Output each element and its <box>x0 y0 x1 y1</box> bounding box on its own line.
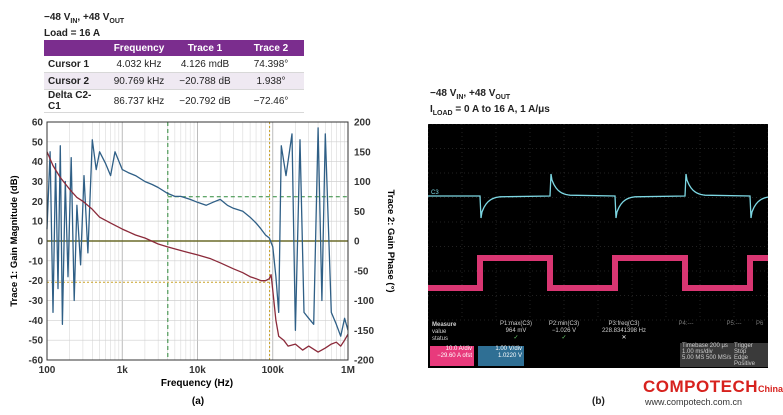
y-tick-label: 10 <box>32 217 44 228</box>
y2-axis-label: Trace 2: Gain Phase (°) <box>385 189 396 292</box>
table-row: Cursor 2 90.769 kHz −20.788 dB 1.938° <box>44 72 304 90</box>
y-tick-label: -20 <box>29 276 44 287</box>
bode-cursors <box>47 122 348 360</box>
table-row: Cursor 1 4.032 kHz 4.126 mdB 74.398° <box>44 56 304 73</box>
x-tick-label: 100k <box>262 365 285 376</box>
table-cell: 4.032 kHz <box>106 56 172 73</box>
table-row: Delta C2-C1 86.737 kHz −20.792 dB −72.46… <box>44 89 304 113</box>
plot-frame <box>46 121 349 361</box>
y-tick-label: -30 <box>29 296 44 307</box>
y-tick-label: 0 <box>37 237 43 248</box>
channel-box-c3[interactable]: 1.00 V/div 1.0220 V <box>478 346 524 366</box>
caption-b: (b) <box>592 396 605 407</box>
y2-tick-label: -100 <box>354 296 374 307</box>
x-axis-label: Frequency (Hz) <box>161 378 233 389</box>
y2-tick-label: 150 <box>354 147 371 158</box>
y-tick-label: -60 <box>29 356 44 367</box>
channel-box-c4[interactable]: 10.0 A/div −29.60 A ofst <box>430 346 474 366</box>
y-tick-label: 30 <box>32 177 44 188</box>
scope-waveform-area: C3 <box>428 124 768 321</box>
table-header-cell: Frequency <box>106 40 172 56</box>
table-cell: −72.46° <box>238 89 304 113</box>
measurement-table: P1:max(C3) 964 mV ✓ P2:min(C3) −1.026 V ✓ P3… <box>494 321 766 345</box>
y-tick-label: 40 <box>32 157 44 168</box>
y-tick-label: -50 <box>29 336 44 347</box>
y2-tick-label: 200 <box>354 118 371 129</box>
table-cell: 86.737 kHz <box>106 89 172 113</box>
right-condition-header: −48 VIN, +48 VOUT ILOAD = 0 A to 16 A, 1… <box>430 88 550 117</box>
table-cell: 4.126 mdB <box>172 56 238 73</box>
y2-tick-label: 0 <box>354 237 360 248</box>
x-tick-label: 1M <box>341 365 355 376</box>
phase-series-line <box>46 127 349 337</box>
scope-grid <box>428 124 768 321</box>
measurement-p5: P5:--- <box>726 321 742 327</box>
channel-marker-c3: C3 <box>431 190 439 196</box>
table-cell: 74.398° <box>238 56 304 73</box>
waveform-c4 <box>428 255 768 291</box>
x-tick-label: 10k <box>189 365 206 376</box>
table-cell: Delta C2-C1 <box>44 89 106 113</box>
measurement-p2: P2:min(C3) −1.026 V ✓ <box>548 321 580 341</box>
left-condition-header: −48 VIN, +48 VOUT Load = 16 A <box>44 12 125 39</box>
y-tick-label: -10 <box>29 256 44 267</box>
table-cell: −20.792 dB <box>172 89 238 113</box>
y-tick-label: 60 <box>32 118 44 129</box>
y-axis-label: Trace 1: Gain Magnitude (dB) <box>9 175 20 306</box>
gain-series-line <box>46 151 349 353</box>
measurement-p6: P6 <box>756 321 764 327</box>
y2-tick-label: -150 <box>354 326 374 337</box>
y-tick-label: -40 <box>29 316 44 327</box>
measurement-p4: P4:--- <box>678 321 694 327</box>
y2-tick-label: -50 <box>354 266 369 277</box>
table-header-cell: Trace 2 <box>238 40 304 56</box>
cursor-table-header: Frequency Trace 1 Trace 2 <box>44 40 304 56</box>
compotech-logo: COMPOTECHChina www.compotech.com.cn <box>643 377 783 407</box>
y2-tick-label: 100 <box>354 177 371 188</box>
measurement-p3: P3:freq(C3) 228.8341398 Hz ✕ <box>601 321 647 341</box>
table-cell: 1.938° <box>238 72 304 90</box>
y2-tick-label: 50 <box>354 207 366 218</box>
cursor-table: Frequency Trace 1 Trace 2 Cursor 1 4.032… <box>44 40 304 113</box>
table-cell: 90.769 kHz <box>106 72 172 90</box>
y-tick-label: 20 <box>32 197 44 208</box>
measurement-p1: P1:max(C3) 964 mV ✓ <box>499 321 532 341</box>
x-tick-label: 100 <box>39 365 56 376</box>
measure-labels: Measure value status <box>432 322 457 342</box>
table-header-cell: Trace 1 <box>172 40 238 56</box>
y2-tick-label: -200 <box>354 356 374 367</box>
bode-series-group <box>46 127 349 353</box>
bode-plot: 6050403020100-10-20-30-40-50-60200150100… <box>9 118 396 408</box>
y-tick-label: 50 <box>32 137 44 148</box>
table-cell: Cursor 1 <box>44 56 106 73</box>
oscilloscope-screen: C3 Measure value status P1:max(C3) 964 mV… <box>428 124 768 368</box>
table-cell: −20.788 dB <box>172 72 238 90</box>
table-cell: Cursor 2 <box>44 72 106 90</box>
timebase-box[interactable]: Timebase 200 μs 1.00 ms/div 5.00 MS 500 … <box>680 343 732 367</box>
table-header-cell <box>44 40 106 56</box>
bode-ticks: 6050403020100-10-20-30-40-50-60200150100… <box>29 118 375 377</box>
caption-a: (a) <box>192 396 204 407</box>
x-tick-label: 1k <box>117 365 129 376</box>
trigger-box[interactable]: Trigger Stop Edge Positive <box>732 343 768 367</box>
waveform-c3 <box>428 173 768 219</box>
